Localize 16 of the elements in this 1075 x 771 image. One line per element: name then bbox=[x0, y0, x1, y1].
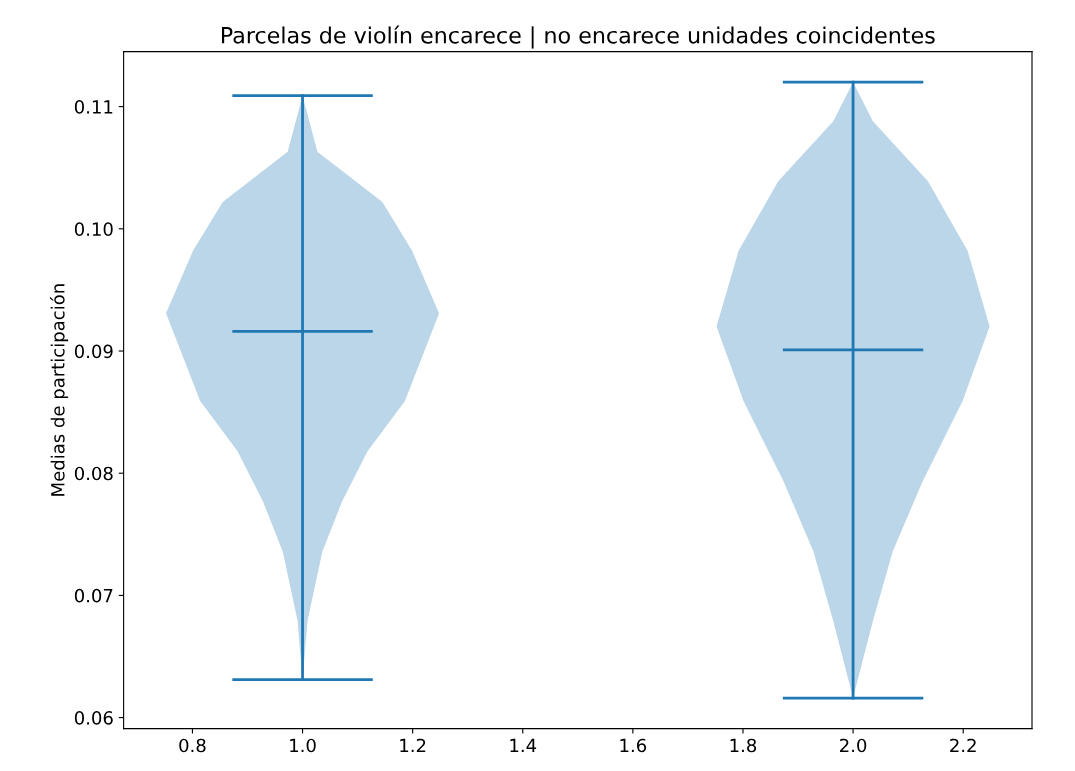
x-tick-label: 2.0 bbox=[840, 738, 867, 753]
x-tick-label: 2.2 bbox=[950, 738, 976, 753]
y-tick-label: 0.07 bbox=[74, 588, 113, 603]
x-tick-label: 0.8 bbox=[179, 738, 206, 753]
x-tick-label: 1.2 bbox=[400, 738, 426, 753]
x-tick-label: 1.0 bbox=[290, 738, 316, 753]
x-tick-label: 1.8 bbox=[730, 738, 757, 753]
x-tick-label: 1.4 bbox=[510, 738, 537, 753]
y-tick-label: 0.09 bbox=[74, 344, 113, 359]
y-tick-label: 0.06 bbox=[74, 711, 113, 725]
y-axis-title: Medias de participación bbox=[49, 284, 69, 496]
chart-title: Parcelas de violín encarece | no encarece unidades coincidentes bbox=[221, 25, 935, 49]
y-tick-label: 0.08 bbox=[74, 466, 113, 481]
x-tick-label: 1.6 bbox=[620, 738, 647, 753]
y-tick-label: 0.10 bbox=[74, 222, 113, 236]
y-tick-label: 0.11 bbox=[74, 100, 113, 114]
